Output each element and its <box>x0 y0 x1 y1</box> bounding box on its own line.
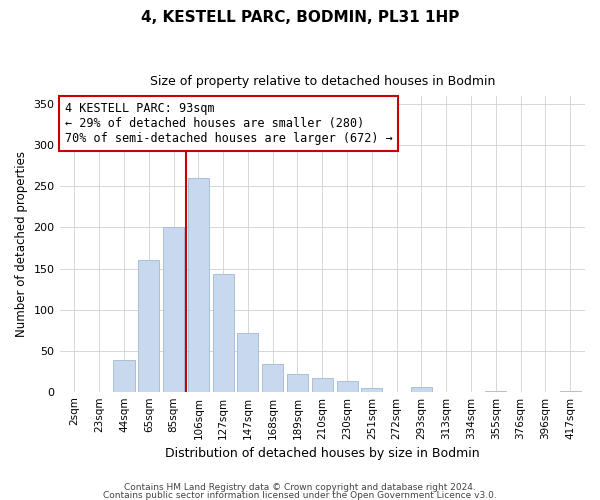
Bar <box>287 374 308 392</box>
Bar <box>361 388 382 392</box>
Text: Contains public sector information licensed under the Open Government Licence v3: Contains public sector information licen… <box>103 490 497 500</box>
Y-axis label: Number of detached properties: Number of detached properties <box>15 151 28 337</box>
Bar <box>411 387 432 392</box>
Text: 4 KESTELL PARC: 93sqm
← 29% of detached houses are smaller (280)
70% of semi-det: 4 KESTELL PARC: 93sqm ← 29% of detached … <box>65 102 392 145</box>
Bar <box>163 228 184 392</box>
Bar <box>188 178 209 392</box>
Text: Contains HM Land Registry data © Crown copyright and database right 2024.: Contains HM Land Registry data © Crown c… <box>124 484 476 492</box>
Bar <box>238 332 259 392</box>
Bar <box>138 260 160 392</box>
Bar <box>312 378 333 392</box>
Title: Size of property relative to detached houses in Bodmin: Size of property relative to detached ho… <box>149 75 495 88</box>
Bar <box>212 274 233 392</box>
Bar <box>560 391 581 392</box>
X-axis label: Distribution of detached houses by size in Bodmin: Distribution of detached houses by size … <box>165 447 479 460</box>
Bar <box>337 381 358 392</box>
Text: 4, KESTELL PARC, BODMIN, PL31 1HP: 4, KESTELL PARC, BODMIN, PL31 1HP <box>141 10 459 25</box>
Bar <box>485 391 506 392</box>
Bar <box>262 364 283 392</box>
Bar <box>113 360 134 392</box>
